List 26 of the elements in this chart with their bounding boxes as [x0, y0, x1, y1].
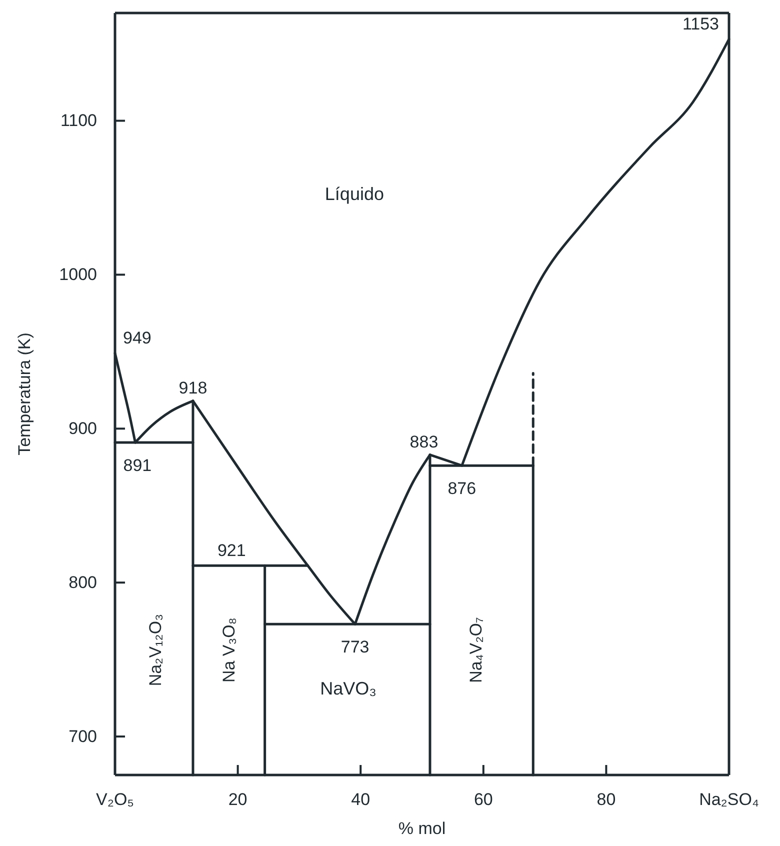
annotation: Líquido — [324, 184, 384, 204]
x-tick-label: 60 — [474, 790, 493, 810]
annotation: 876 — [448, 479, 476, 498]
y-tick-label: 1100 — [60, 111, 97, 130]
annotation: 773 — [340, 638, 370, 657]
x-tick-label: 40 — [351, 790, 370, 810]
y-tick-label: 700 — [68, 726, 97, 746]
x-tick-label: 80 — [596, 790, 616, 810]
annotation: Na V₃O₈ — [219, 618, 238, 683]
annotation: Na₂V₁₂O₃ — [146, 614, 166, 686]
x-axis-title: % mol — [398, 819, 446, 838]
y-axis-title: Temperatura (K) — [15, 332, 34, 456]
y-tick-label: 900 — [68, 419, 97, 438]
annotation: 949 — [123, 328, 152, 348]
y-tick-label: 1000 — [59, 265, 97, 284]
annotation: 918 — [178, 378, 208, 398]
annotation: 883 — [410, 432, 438, 452]
annotation: NaVO₃ — [320, 678, 376, 698]
x-tick-label: 20 — [228, 790, 248, 810]
x-tick-label: Na₂SO₄ — [699, 790, 759, 810]
annotation: 891 — [123, 456, 152, 475]
annotation: 1153 — [682, 14, 719, 34]
annotation: Na₄V₂O₇ — [466, 617, 486, 683]
annotation: 921 — [217, 541, 246, 560]
x-tick-label: V₂O₅ — [96, 790, 134, 810]
y-tick-label: 800 — [68, 573, 97, 592]
